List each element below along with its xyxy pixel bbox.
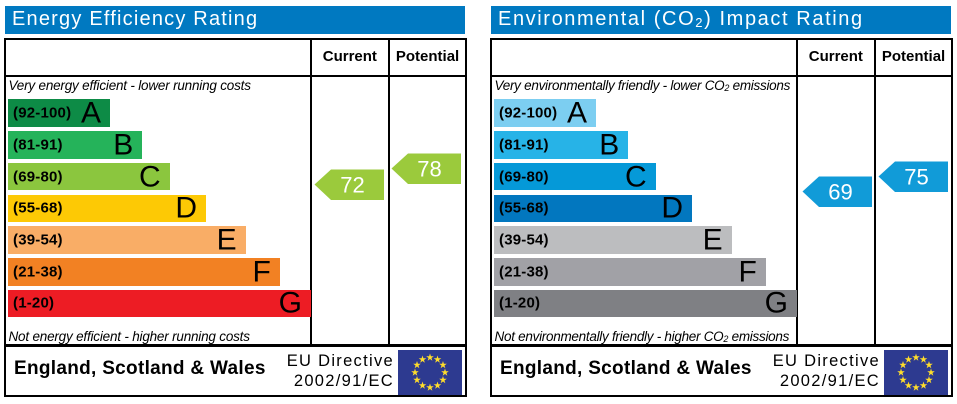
svg-text:75: 75 [904, 164, 928, 189]
svg-text:72: 72 [340, 172, 364, 197]
svg-text:69: 69 [828, 179, 852, 204]
svg-text:78: 78 [417, 157, 441, 182]
